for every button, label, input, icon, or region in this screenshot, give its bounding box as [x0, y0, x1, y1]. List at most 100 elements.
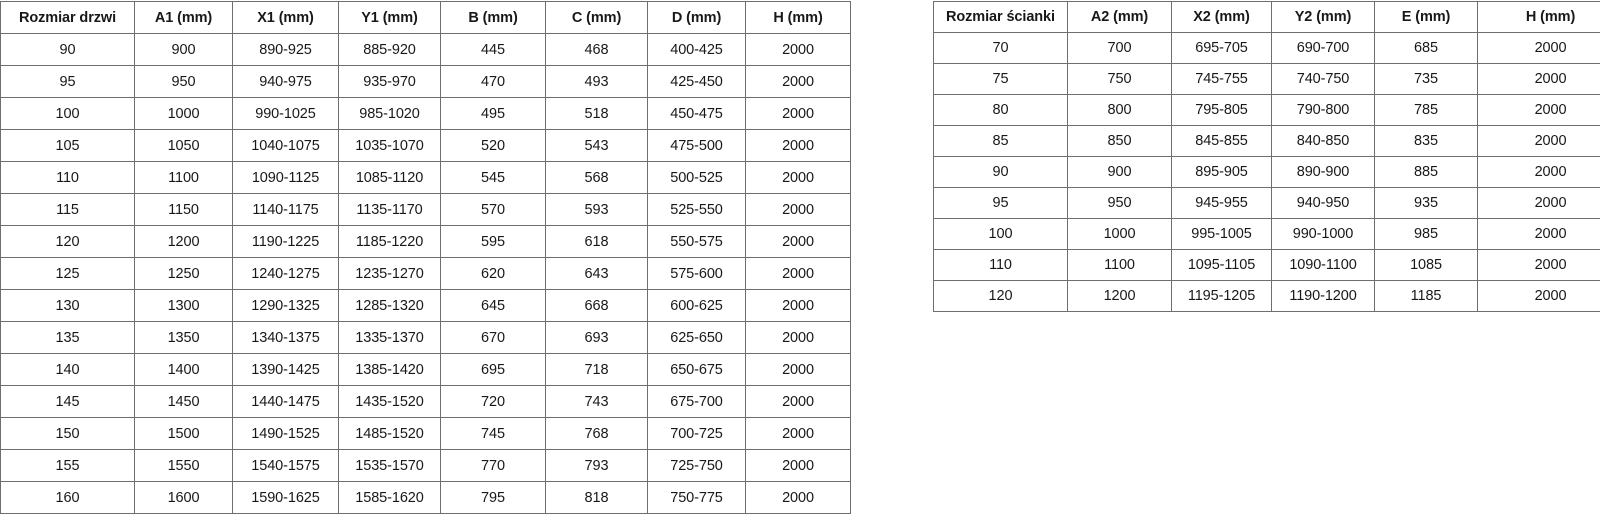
cell-e: 685 — [1374, 32, 1478, 64]
cell-y2: 1090-1100 — [1271, 249, 1375, 281]
cell-x1: 1090-1125 — [232, 161, 339, 194]
cell-b: 645 — [440, 289, 546, 322]
wall-size-table: Rozmiar ścianki A2 (mm) X2 (mm) Y2 (mm) … — [933, 1, 1600, 312]
cell-x1: 1240-1275 — [232, 257, 339, 290]
cell-size: 110 — [0, 161, 135, 194]
column-header-rozmiar-drzwi: Rozmiar drzwi — [0, 1, 135, 34]
cell-y1: 885-920 — [338, 33, 441, 66]
cell-c: 693 — [545, 321, 648, 354]
cell-size: 140 — [0, 353, 135, 386]
table-header-row: Rozmiar drzwi A1 (mm) X1 (mm) Y1 (mm) B … — [0, 1, 851, 34]
cell-x1: 1490-1525 — [232, 417, 339, 450]
table-row: 105 1050 1040-1075 1035-1070 520 543 475… — [0, 129, 851, 162]
column-header-y2: Y2 (mm) — [1271, 1, 1375, 33]
cell-d: 550-575 — [647, 225, 746, 258]
cell-h: 2000 — [1477, 280, 1600, 312]
cell-c: 793 — [545, 449, 648, 482]
cell-x1: 1190-1225 — [232, 225, 339, 258]
cell-y1: 1435-1520 — [338, 385, 441, 418]
door-table-body: 90 900 890-925 885-920 445 468 400-425 2… — [0, 33, 851, 514]
column-header-h: H (mm) — [1477, 1, 1600, 33]
cell-size: 75 — [933, 63, 1068, 95]
cell-d: 475-500 — [647, 129, 746, 162]
cell-size: 100 — [933, 218, 1068, 250]
column-header-a2: A2 (mm) — [1067, 1, 1172, 33]
table-row: 140 1400 1390-1425 1385-1420 695 718 650… — [0, 353, 851, 386]
table-row: 85 850 845-855 840-850 835 2000 — [933, 125, 1600, 157]
table-row: 155 1550 1540-1575 1535-1570 770 793 725… — [0, 449, 851, 482]
cell-h: 2000 — [745, 129, 851, 162]
cell-size: 90 — [933, 156, 1068, 188]
column-header-d: D (mm) — [647, 1, 746, 34]
cell-h: 2000 — [745, 321, 851, 354]
table-row: 90 900 890-925 885-920 445 468 400-425 2… — [0, 33, 851, 66]
cell-h: 2000 — [745, 289, 851, 322]
cell-size: 110 — [933, 249, 1068, 281]
cell-x2: 1095-1105 — [1171, 249, 1272, 281]
cell-x2: 695-705 — [1171, 32, 1272, 64]
cell-h: 2000 — [745, 161, 851, 194]
cell-a1: 1450 — [134, 385, 233, 418]
cell-x2: 895-905 — [1171, 156, 1272, 188]
cell-y2: 740-750 — [1271, 63, 1375, 95]
cell-b: 770 — [440, 449, 546, 482]
table-row: 130 1300 1290-1325 1285-1320 645 668 600… — [0, 289, 851, 322]
cell-h: 2000 — [745, 65, 851, 98]
cell-e: 835 — [1374, 125, 1478, 157]
cell-e: 785 — [1374, 94, 1478, 126]
column-header-x2: X2 (mm) — [1171, 1, 1272, 33]
cell-size: 100 — [0, 97, 135, 130]
cell-e: 885 — [1374, 156, 1478, 188]
cell-a2: 900 — [1067, 156, 1172, 188]
table-row: 100 1000 995-1005 990-1000 985 2000 — [933, 218, 1600, 250]
cell-x1: 990-1025 — [232, 97, 339, 130]
cell-h: 2000 — [1477, 249, 1600, 281]
cell-y1: 1585-1620 — [338, 481, 441, 514]
cell-b: 520 — [440, 129, 546, 162]
cell-a1: 1600 — [134, 481, 233, 514]
cell-x1: 1140-1175 — [232, 193, 339, 226]
cell-e: 1185 — [1374, 280, 1478, 312]
cell-e: 735 — [1374, 63, 1478, 95]
cell-y1: 1485-1520 — [338, 417, 441, 450]
table-row: 80 800 795-805 790-800 785 2000 — [933, 94, 1600, 126]
cell-a1: 1000 — [134, 97, 233, 130]
cell-y1: 1085-1120 — [338, 161, 441, 194]
column-header-rozmiar-scianki: Rozmiar ścianki — [933, 1, 1068, 33]
cell-y1: 1135-1170 — [338, 193, 441, 226]
cell-b: 745 — [440, 417, 546, 450]
cell-h: 2000 — [745, 353, 851, 386]
cell-a2: 1000 — [1067, 218, 1172, 250]
cell-size: 160 — [0, 481, 135, 514]
cell-y1: 1035-1070 — [338, 129, 441, 162]
table-row: 70 700 695-705 690-700 685 2000 — [933, 32, 1600, 64]
wall-table-header: Rozmiar ścianki A2 (mm) X2 (mm) Y2 (mm) … — [933, 1, 1600, 33]
cell-a2: 850 — [1067, 125, 1172, 157]
cell-size: 115 — [0, 193, 135, 226]
cell-d: 425-450 — [647, 65, 746, 98]
cell-y2: 690-700 — [1271, 32, 1375, 64]
cell-size: 150 — [0, 417, 135, 450]
cell-y1: 1285-1320 — [338, 289, 441, 322]
cell-d: 400-425 — [647, 33, 746, 66]
cell-h: 2000 — [745, 225, 851, 258]
cell-y2: 990-1000 — [1271, 218, 1375, 250]
cell-e: 935 — [1374, 187, 1478, 219]
cell-x1: 1040-1075 — [232, 129, 339, 162]
cell-y2: 890-900 — [1271, 156, 1375, 188]
cell-d: 650-675 — [647, 353, 746, 386]
cell-size: 120 — [933, 280, 1068, 312]
cell-y1: 935-970 — [338, 65, 441, 98]
cell-y1: 1335-1370 — [338, 321, 441, 354]
table-row: 90 900 895-905 890-900 885 2000 — [933, 156, 1600, 188]
cell-size: 135 — [0, 321, 135, 354]
table-row: 160 1600 1590-1625 1585-1620 795 818 750… — [0, 481, 851, 514]
cell-b: 620 — [440, 257, 546, 290]
cell-a1: 900 — [134, 33, 233, 66]
cell-x2: 945-955 — [1171, 187, 1272, 219]
cell-c: 718 — [545, 353, 648, 386]
cell-c: 468 — [545, 33, 648, 66]
column-header-b: B (mm) — [440, 1, 546, 34]
cell-c: 743 — [545, 385, 648, 418]
cell-h: 2000 — [745, 257, 851, 290]
